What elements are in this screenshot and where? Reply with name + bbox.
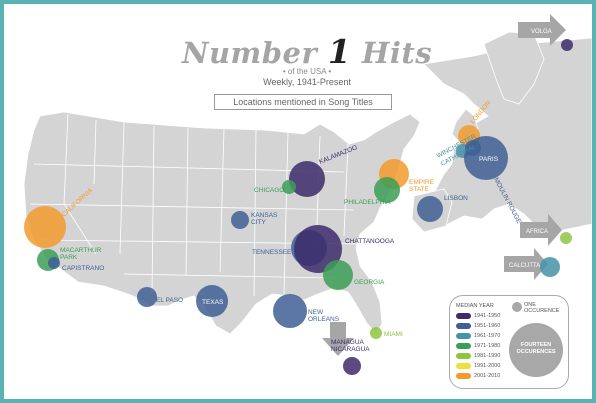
legend-item: 1971-1980 — [456, 342, 500, 350]
legend: MEDIAN YEAR 1941-1950 1951-1960 1961-197… — [449, 295, 569, 389]
legend-label: 1981-1990 — [474, 353, 501, 359]
label-macarthur-park-1: MACARTHUR — [60, 247, 102, 254]
legend-swatch — [456, 363, 471, 369]
bubble-africa — [560, 232, 572, 244]
label-managua-1: MANAGUA — [331, 339, 365, 346]
label-philadelphia: PHILADELPHIA — [344, 199, 391, 206]
bubble-miami — [370, 327, 382, 339]
bubble-chattanooga — [294, 225, 342, 273]
legend-item: 1981-1990 — [456, 352, 500, 360]
calcutta-arrow — [504, 248, 548, 280]
label-new-orleans-2: ORLEANS — [308, 316, 340, 323]
map-canvas: VOLGA LONDON WINCHESTER CATHEDRAL PARIS … — [23, 14, 592, 375]
legend-swatch — [456, 373, 471, 379]
label-lisbon: LISBON — [444, 195, 468, 202]
label-empire-state-1: EMPIRE — [409, 179, 435, 186]
label-capistrano: CAPISTRANO — [62, 265, 104, 272]
label-managua-2: NICARAGUA — [331, 346, 370, 353]
bubble-volga — [561, 39, 573, 51]
legend-item: 1991-2000 — [456, 362, 500, 370]
label-tennessee: TENNESSEE — [252, 249, 292, 256]
label-chattanooga: CHATTANOOGA — [345, 238, 395, 245]
subtitle-weekly: Weekly, 1941-Present — [263, 77, 351, 87]
legend-item: 1951-1960 — [456, 322, 500, 330]
label-kansas-city-2: CITY — [251, 219, 266, 226]
legend-one-occurence-label: ONE OCCURENCE — [524, 302, 560, 314]
title-number-one: 1 — [327, 32, 352, 71]
legend-label: 1971-1980 — [474, 343, 501, 349]
legend-swatch — [456, 333, 471, 339]
label-macarthur-park-2: PARK — [60, 254, 78, 261]
label-calcutta: CALCUTTA — [509, 263, 540, 269]
legend-fourteen-occurences-dot — [509, 323, 563, 377]
label-new-orleans-1: NEW — [308, 309, 324, 316]
locations-caption-box: Locations mentioned in Song Titles — [214, 94, 392, 110]
location-bubbles — [24, 39, 573, 375]
legend-one-occurence-dot — [512, 302, 522, 312]
bubble-managua-nicaragua — [343, 357, 361, 375]
volga-arrow — [518, 14, 566, 46]
bubble-philadelphia — [374, 177, 400, 203]
label-paris: PARIS — [479, 156, 499, 163]
bubble-georgia — [323, 260, 353, 290]
label-volga: VOLGA — [531, 29, 552, 35]
title-word-number: Number — [181, 36, 318, 70]
title-word-hits: Hits — [361, 36, 433, 70]
bubble-capistrano — [48, 257, 60, 269]
label-georgia: GEORGIA — [354, 279, 385, 286]
state-borders — [29, 113, 361, 297]
bubble-moulin-rouge — [465, 140, 481, 156]
bubble-kalamazoo — [289, 161, 325, 197]
legend-swatch — [456, 313, 471, 319]
scandinavia — [483, 31, 545, 105]
page-title: Number 1 Hits — [172, 32, 442, 71]
legend-swatch — [456, 323, 471, 329]
bubble-california — [24, 206, 66, 248]
legend-label: 1961-1970 — [474, 333, 501, 339]
subtitle-of-the-usa: • of the USA • — [282, 67, 332, 76]
bubble-lisbon — [417, 196, 443, 222]
label-texas: TEXAS — [202, 299, 224, 306]
bubble-el-paso — [137, 287, 157, 307]
legend-label: 2001-2010 — [474, 373, 501, 379]
legend-item: 1941-1950 — [456, 312, 500, 320]
legend-swatch — [456, 343, 471, 349]
legend-label: 1951-1960 — [474, 323, 501, 329]
bubble-chicago — [282, 180, 296, 194]
label-africa: AFRICA — [526, 229, 548, 235]
label-miami: MIAMI — [384, 331, 403, 338]
bubble-new-orleans — [273, 294, 307, 328]
legend-swatch — [456, 353, 471, 359]
label-el-paso: EL PASO — [156, 297, 183, 304]
bubble-texas — [196, 285, 228, 317]
bubble-kansas-city — [231, 211, 249, 229]
legend-item: 1961-1970 — [456, 332, 500, 340]
legend-heading: MEDIAN YEAR — [456, 303, 494, 309]
managua-arrow — [322, 322, 354, 356]
label-empire-state-2: STATE — [409, 186, 430, 193]
label-kansas-city-1: KANSAS — [251, 212, 278, 219]
bubble-calcutta — [540, 257, 560, 277]
legend-fourteen-occurences-label: FOURTEEN OCCURENCES — [516, 342, 556, 355]
label-chicago: CHICAGO — [254, 187, 284, 194]
legend-label: 1991-2000 — [474, 363, 501, 369]
africa-arrow — [520, 214, 562, 246]
legend-label: 1941-1950 — [474, 313, 501, 319]
legend-item: 2001-2010 — [456, 372, 500, 380]
